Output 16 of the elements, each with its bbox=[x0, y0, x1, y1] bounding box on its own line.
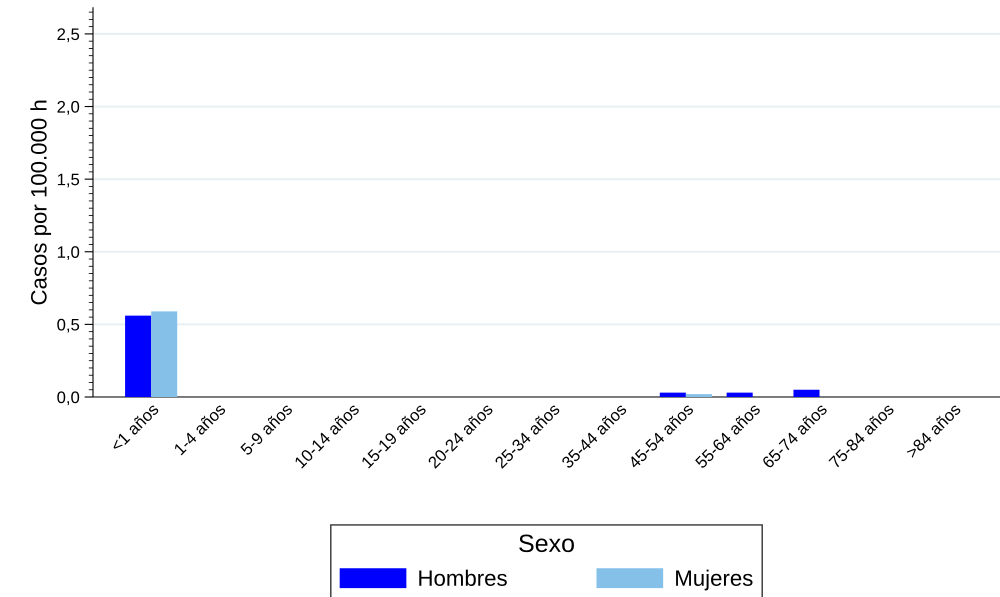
y-tick-label: 1,5 bbox=[58, 174, 80, 188]
y-tick-label: 0,0 bbox=[57, 391, 80, 406]
legend-label: Hombres bbox=[419, 570, 507, 586]
bar bbox=[793, 390, 820, 398]
y-tick-label: 2,5 bbox=[57, 28, 80, 42]
bar bbox=[151, 311, 178, 398]
y-tick-label: 0,5 bbox=[57, 318, 80, 333]
y-tick-label: 1,0 bbox=[58, 246, 80, 260]
bar bbox=[686, 394, 712, 398]
legend-title: Sexo bbox=[519, 534, 574, 552]
y-tick-label: 2,0 bbox=[57, 100, 80, 115]
y-axis-title: Casos por 100.000 h bbox=[30, 100, 52, 304]
bar bbox=[125, 316, 152, 398]
bar bbox=[660, 392, 686, 398]
bar bbox=[726, 392, 753, 398]
legend-label: Mujeres bbox=[676, 570, 753, 590]
